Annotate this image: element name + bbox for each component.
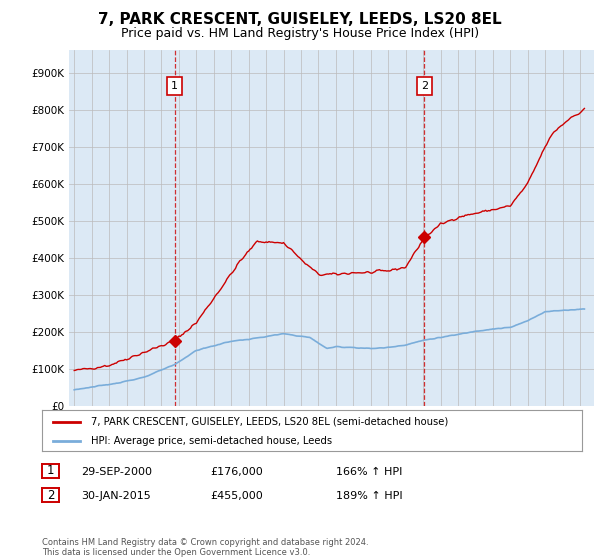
Text: 7, PARK CRESCENT, GUISELEY, LEEDS, LS20 8EL: 7, PARK CRESCENT, GUISELEY, LEEDS, LS20 … — [98, 12, 502, 27]
Text: 1: 1 — [171, 81, 178, 91]
Text: 29-SEP-2000: 29-SEP-2000 — [81, 466, 152, 477]
Text: 30-JAN-2015: 30-JAN-2015 — [81, 491, 151, 501]
Text: Contains HM Land Registry data © Crown copyright and database right 2024.
This d: Contains HM Land Registry data © Crown c… — [42, 538, 368, 557]
Text: 1: 1 — [47, 464, 54, 478]
Text: 2: 2 — [421, 81, 428, 91]
Text: Price paid vs. HM Land Registry's House Price Index (HPI): Price paid vs. HM Land Registry's House … — [121, 27, 479, 40]
Text: HPI: Average price, semi-detached house, Leeds: HPI: Average price, semi-detached house,… — [91, 436, 332, 446]
Text: 189% ↑ HPI: 189% ↑ HPI — [336, 491, 403, 501]
Text: 2: 2 — [47, 488, 54, 502]
Text: £455,000: £455,000 — [210, 491, 263, 501]
Text: 7, PARK CRESCENT, GUISELEY, LEEDS, LS20 8EL (semi-detached house): 7, PARK CRESCENT, GUISELEY, LEEDS, LS20 … — [91, 417, 448, 427]
Text: 166% ↑ HPI: 166% ↑ HPI — [336, 466, 403, 477]
Text: £176,000: £176,000 — [210, 466, 263, 477]
